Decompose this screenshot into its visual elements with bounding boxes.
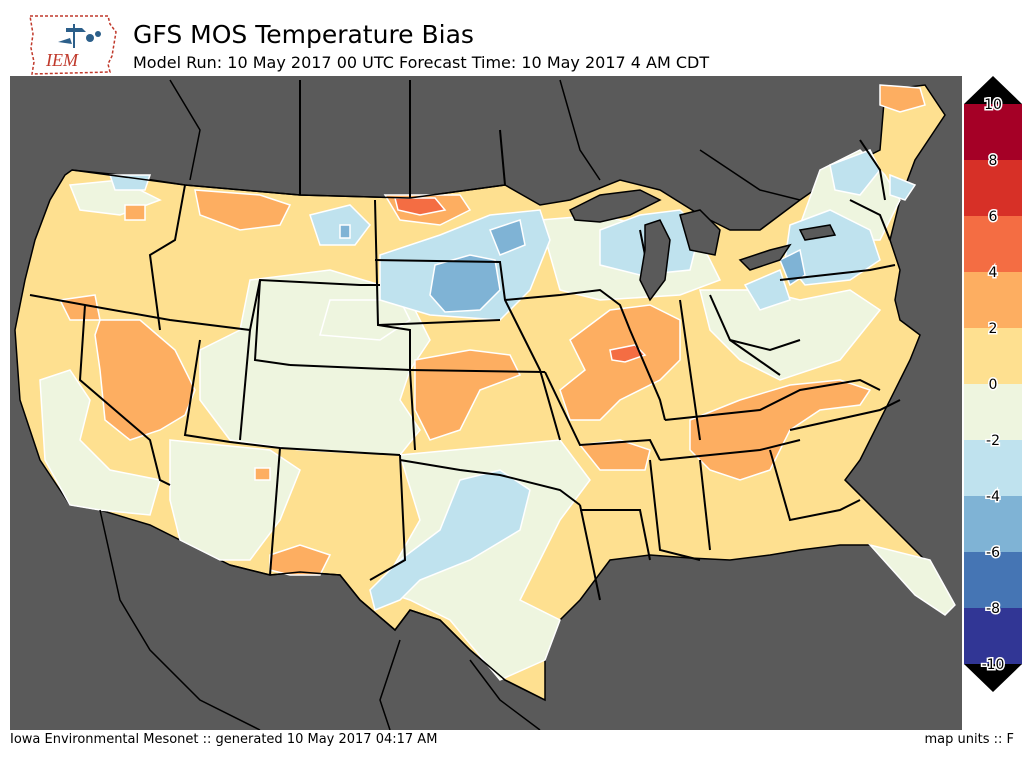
colorbar-bin [964, 440, 1022, 497]
colorbar-tick-label: -10 [982, 657, 1005, 673]
colorbar-tick-label: 10 [984, 97, 1002, 113]
bias-map [10, 76, 962, 730]
colorbar-tick-label: -6 [986, 545, 1000, 561]
map-panel [10, 76, 962, 730]
iem-logo: IEM [28, 14, 120, 76]
colorbar-bin [964, 328, 1022, 385]
colorbar-bin [964, 104, 1022, 161]
colorbar-over-arrow [964, 76, 1022, 104]
colorbar-under-arrow [964, 664, 1022, 692]
colorbar-bins [964, 76, 1022, 692]
map-title: GFS MOS Temperature Bias [133, 20, 474, 49]
warm-regions [58, 84, 926, 576]
colorbar-bin [964, 216, 1022, 273]
colorbar-tick-label: -8 [986, 601, 1000, 617]
logo-text: IEM [45, 50, 79, 70]
country-borders [71, 79, 801, 730]
hot-regions [394, 197, 647, 363]
footer-units: map units :: F [924, 732, 1014, 747]
state-borders [29, 80, 901, 601]
colorbar-tick-label: 0 [989, 377, 998, 393]
colorbar-ticks: 10 8 6 4 2 0 -2 -4 -6 -8 -10 [980, 96, 1006, 675]
colorbar: 10 8 6 4 2 0 -2 -4 -6 -8 -10 [962, 76, 1024, 696]
footer-credit: Iowa Environmental Mesonet :: generated … [10, 732, 438, 747]
colorbar-bin [964, 552, 1022, 609]
colorbar-bin [964, 160, 1022, 217]
colorbar-bin [964, 608, 1022, 665]
great-lakes [568, 189, 837, 302]
colder-regions [339, 219, 806, 313]
colorbar-bin [964, 496, 1022, 553]
colorbar-tick-label: 6 [989, 209, 998, 225]
colorbar-tick-label: 4 [989, 265, 998, 281]
colorbar-bin [964, 272, 1022, 329]
colorbar-tick-label: 2 [989, 321, 998, 337]
colorbar-tick-label: -4 [986, 489, 1000, 505]
colorbar-tick-label: 8 [989, 153, 998, 169]
colorbar-bin [964, 384, 1022, 441]
colorbar-svg: 10 8 6 4 2 0 -2 -4 -6 -8 -10 [964, 76, 1022, 692]
colorbar-tick-label: -2 [986, 433, 1000, 449]
map-subtitle: Model Run: 10 May 2017 00 UTC Forecast T… [133, 53, 710, 72]
